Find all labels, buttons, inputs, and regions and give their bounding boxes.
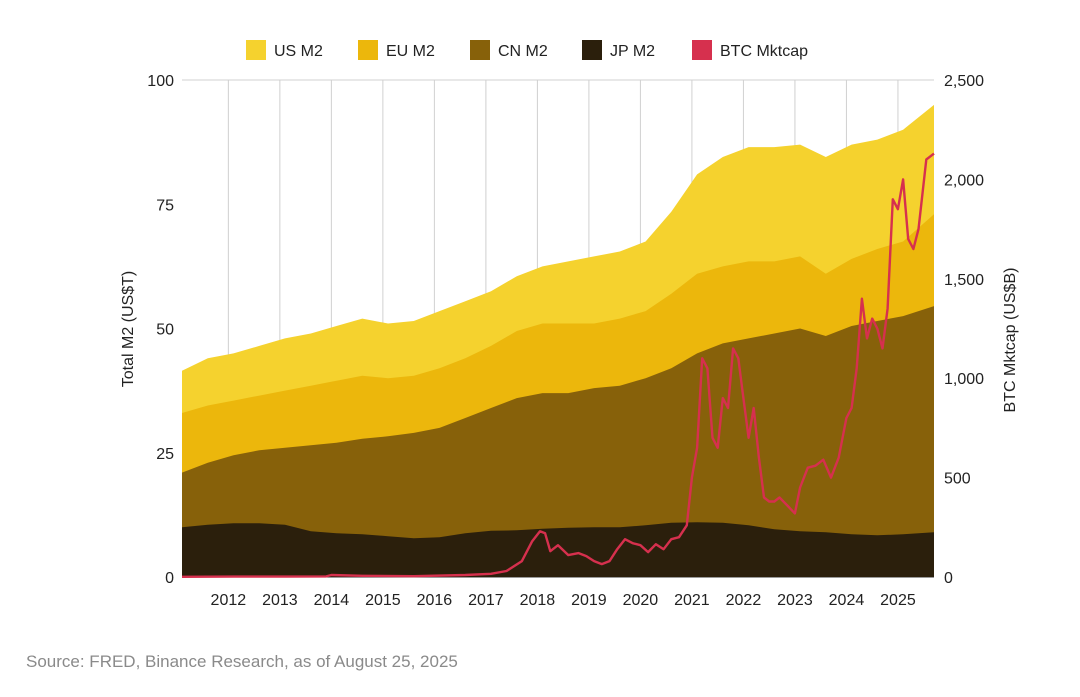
x-tick-label: 2012	[211, 592, 247, 609]
x-tick-label: 2023	[777, 592, 813, 609]
line-btc-mktcap	[181, 152, 935, 578]
y2-tick-label: 1,000	[944, 371, 984, 388]
legend-swatch	[470, 40, 490, 60]
x-tick-label: 2013	[262, 592, 298, 609]
legend-swatch	[692, 40, 712, 60]
x-tick-label: 2016	[417, 592, 453, 609]
legend-swatch	[358, 40, 378, 60]
x-tick-label: 2020	[623, 592, 659, 609]
y2-tick-label: 2,000	[944, 172, 984, 189]
area-series	[182, 104, 934, 578]
legend-label: EU M2	[386, 43, 435, 60]
x-tick-label: 2024	[829, 592, 865, 609]
y2-axis-title: BTC Mktcap (US$B)	[1002, 268, 1019, 413]
area-cn-m2	[182, 306, 934, 577]
y2-tick-label: 0	[944, 570, 953, 587]
x-tick-label: 2018	[520, 592, 556, 609]
x-tick-label: 2025	[880, 592, 916, 609]
y2-tick-label: 1,500	[944, 272, 984, 289]
y-tick-label: 75	[156, 197, 174, 214]
legend-label: JP M2	[610, 43, 655, 60]
x-tick-label: 2014	[314, 592, 350, 609]
x-tick-label: 2019	[571, 592, 607, 609]
y-tick-label: 25	[156, 446, 174, 463]
source-note: Source: FRED, Binance Research, as of Au…	[26, 652, 458, 671]
x-axis-ticks: 2012 2013 2014 2015 2016 2017 2018 2019 2020 2021…	[211, 592, 916, 609]
legend-label: BTC Mktcap	[720, 43, 808, 60]
legend-swatch	[246, 40, 266, 60]
y-tick-label: 100	[147, 73, 174, 90]
y2-tick-label: 2,500	[944, 73, 984, 90]
legend-label: CN M2	[498, 43, 548, 60]
area-jp-m2	[182, 522, 934, 577]
y-tick-label: 50	[156, 322, 174, 339]
x-tick-label: 2015	[365, 592, 401, 609]
right-axis-ticks: 0 500 1,000 1,500 2,000 2,500	[944, 73, 984, 587]
y2-tick-label: 500	[944, 471, 971, 488]
legend: US M2 EU M2 CN M2 JP M2 BTC Mktcap	[246, 40, 808, 60]
y-tick-label: 0	[165, 570, 174, 587]
legend-label: US M2	[274, 43, 323, 60]
left-axis-ticks: 0 25 50 75 100	[147, 73, 174, 587]
y-axis-title: Total M2 (US$T)	[120, 271, 137, 387]
x-tick-label: 2017	[468, 592, 504, 609]
legend-swatch	[582, 40, 602, 60]
x-tick-label: 2022	[726, 592, 762, 609]
btc-line-series	[181, 152, 935, 578]
x-tick-label: 2021	[674, 592, 710, 609]
